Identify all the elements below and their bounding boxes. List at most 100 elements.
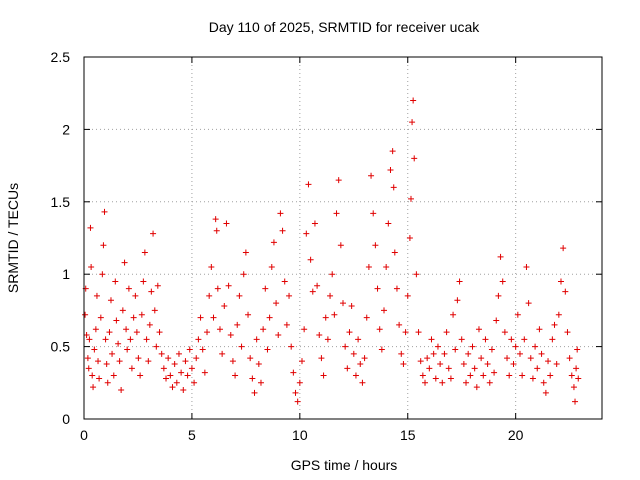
data-point <box>154 282 161 289</box>
data-point <box>85 365 92 372</box>
data-point <box>191 379 198 386</box>
data-point <box>478 355 485 362</box>
data-point <box>307 256 314 263</box>
x-axis-label: GPS time / hours <box>291 457 398 473</box>
data-point <box>296 379 303 386</box>
data-point <box>160 365 167 372</box>
data-point <box>208 263 215 270</box>
data-point <box>100 242 107 249</box>
data-point <box>385 220 392 227</box>
data-point <box>547 372 554 379</box>
data-point <box>88 263 95 270</box>
data-point <box>167 372 174 379</box>
data-point <box>344 365 351 372</box>
data-point <box>562 288 569 295</box>
data-point <box>387 166 394 173</box>
data-point <box>93 292 100 299</box>
data-point <box>150 230 157 237</box>
data-point <box>350 350 357 357</box>
data-point <box>201 369 208 376</box>
data-point <box>536 326 543 333</box>
data-point <box>184 372 191 379</box>
data-point <box>566 355 573 362</box>
data-point <box>447 375 454 382</box>
x-tick-label: 10 <box>292 427 308 443</box>
data-point <box>97 314 104 321</box>
data-point <box>560 245 567 252</box>
data-point <box>534 365 541 372</box>
data-point <box>410 97 417 104</box>
data-point <box>383 263 390 270</box>
data-point <box>195 336 202 343</box>
data-point <box>87 224 94 231</box>
data-point <box>473 384 480 391</box>
data-point <box>346 329 353 336</box>
data-point <box>132 292 139 299</box>
data-point <box>512 343 519 350</box>
data-point <box>141 249 148 256</box>
data-point <box>119 307 126 314</box>
data-point <box>182 358 189 365</box>
data-point <box>214 285 221 292</box>
x-tick-label: 20 <box>508 427 524 443</box>
data-point <box>82 311 89 318</box>
data-point <box>475 326 482 333</box>
data-point <box>504 355 511 362</box>
data-point <box>463 379 470 386</box>
y-tick-label: 2.5 <box>51 49 71 65</box>
data-point <box>260 326 267 333</box>
data-point <box>415 329 422 336</box>
data-point <box>406 235 413 241</box>
data-point <box>557 278 564 285</box>
data-point <box>488 346 495 353</box>
data-point <box>145 358 152 365</box>
data-point <box>501 329 508 336</box>
data-point <box>266 314 273 321</box>
data-point <box>178 369 185 376</box>
x-tick-label: 0 <box>80 427 88 443</box>
data-point <box>171 360 178 367</box>
data-point <box>458 336 465 343</box>
data-point <box>86 336 93 343</box>
y-tick-label: 0.5 <box>51 339 71 355</box>
data-point <box>516 350 523 357</box>
data-point <box>430 350 437 357</box>
data-point <box>506 372 513 379</box>
data-point <box>292 389 299 396</box>
data-point <box>396 321 403 328</box>
data-point <box>400 360 407 367</box>
data-point <box>411 155 418 162</box>
data-point <box>519 372 526 379</box>
data-point <box>115 340 122 347</box>
data-point <box>206 292 213 299</box>
data-point <box>204 329 211 336</box>
data-point <box>219 350 226 357</box>
data-point <box>409 119 416 126</box>
data-point <box>316 332 323 339</box>
data-point <box>491 369 498 376</box>
data-point <box>393 285 400 292</box>
data-point <box>238 343 245 350</box>
data-point <box>348 303 355 310</box>
data-point <box>508 336 515 343</box>
data-point <box>281 278 288 285</box>
data-point <box>570 384 577 391</box>
data-point <box>333 210 340 217</box>
data-point <box>165 355 172 362</box>
data-point <box>390 184 397 191</box>
data-point <box>130 314 137 321</box>
data-point <box>216 326 223 333</box>
data-point <box>404 292 411 299</box>
data-point <box>456 278 463 285</box>
data-point <box>124 346 131 353</box>
data-point <box>374 285 381 292</box>
data-point <box>221 303 228 310</box>
data-point <box>101 208 108 215</box>
data-point <box>549 336 556 343</box>
data-point <box>553 360 560 367</box>
data-point <box>342 343 349 350</box>
data-point <box>564 329 571 336</box>
data-point <box>106 329 113 336</box>
data-point <box>138 311 145 318</box>
